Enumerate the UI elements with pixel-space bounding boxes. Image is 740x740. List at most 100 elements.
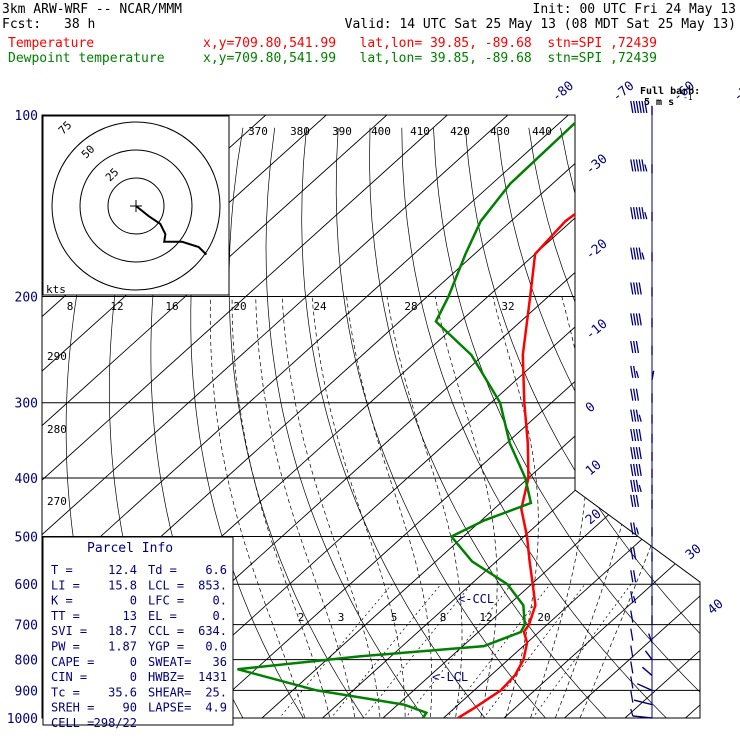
isotherm-line [42,115,509,718]
wind-barb-feather [630,463,634,477]
hodograph-trace [135,205,208,256]
parcel-value: 13 [123,609,137,623]
dry-adiabat-line [528,127,700,718]
mixing-ratio-top-label: 24 [313,300,327,313]
moist-adiabat-line [255,296,358,718]
parcel-value: 0.0 [205,640,227,654]
parcel-value: 35.6 [108,685,137,699]
wind-barb-feather [630,409,634,422]
parcel-label: LCL = [148,578,184,592]
wind-barb-feather [630,661,634,674]
pressure-label-900: 900 [15,684,38,699]
parcel-label: SWEAT= [148,655,191,669]
mixing-ratio-label-12: 12 [479,611,492,624]
wind-barb-feather [635,207,640,220]
wind-barbs: Full barb:5 m s -1 [630,86,700,719]
pressure-label-400: 400 [15,472,38,487]
pressure-label-700: 700 [15,619,38,634]
isotherm-line [564,115,700,718]
parcel-value: 6.6 [205,563,227,577]
mixing-ratio-top-label: 32 [501,300,514,313]
wind-barb-feather [632,313,637,326]
wind-barb-feather [644,212,648,220]
dry-adiabat-line [301,127,496,718]
wind-barb-feather [638,247,642,260]
isotherm-label: 10 [583,458,605,480]
wind-barb-feather [638,159,642,172]
temperature-station-info: x,y=709.80,541.99 lat,lon= 39.85, -89.68… [203,36,657,51]
wind-barb-feather [635,447,640,460]
wind-barb-feather [641,100,645,114]
mixing-ratio-line [268,583,393,718]
dry-adiabat-line [655,127,700,718]
theta-label-420: 420 [450,125,470,138]
parcel-value: 90 [123,701,137,715]
hodograph-ring-75 [51,121,221,291]
wind-barb-feather [635,428,640,442]
parcel-info-box: Parcel Info T = 12.4 Td = 6.6 LI = 15.8 LCL = 85… [42,536,234,730]
parcel-label: LAPSE= [148,701,191,715]
mixing-ratio-label-3: 3 [338,611,345,624]
wind-barb-feather [630,628,634,641]
wind-barb-feather [635,247,640,260]
moist-adiabat-line [311,296,406,718]
parcel-label: Td = [148,563,177,577]
wind-barb-feather [630,522,634,535]
pressure-label-300: 300 [15,397,38,412]
wind-barb-feather [638,414,642,422]
moist-adiabat-line [386,296,463,718]
wind-barb-staff [637,683,653,692]
parcel-label: Tc = [51,685,80,699]
dry-adiabat-line [719,128,740,731]
parcel-value: 1431 [198,670,227,684]
wind-barb-feather [630,247,634,260]
wind-barb-feather [635,409,640,422]
wind-barb-feather [630,340,634,354]
theta-label-370: 370 [248,125,268,138]
parcel-value: 12.4 [108,563,137,577]
parcel-label: CELL = [51,716,94,730]
isotherm-line [322,115,700,718]
mixing-ratio-line [320,583,442,718]
parcel-value: 25. [205,685,227,699]
parcel-label: CCL = [148,624,184,638]
wind-barb-feather [635,159,640,172]
wind-barb-feather [638,207,642,220]
isotherm-line [42,115,448,718]
wind-barb-feather [635,282,640,295]
pressure-label-500: 500 [15,530,38,545]
moist-adiabat-line [346,296,433,718]
isotherm-label: 40 [705,597,727,619]
wind-barb-feather [632,570,637,583]
theta-label-270: 270 [47,495,67,508]
wind-barb-feather [644,164,648,172]
wind-barb-feather [630,676,634,689]
wind-barb-feather [632,282,637,295]
isotherm-label: -20 [583,236,611,263]
wind-barb-feather [638,313,642,326]
moist-adiabat-line [209,296,309,718]
wind-barb-staff [633,699,653,706]
parcel-label: SVI = [51,624,87,638]
wind-barb-feather [632,340,637,354]
wind-barb-feather [632,479,637,493]
wind-barb-feather [630,365,634,379]
wind-barb-feather [641,159,645,172]
mixing-ratio-top-label: 20 [233,300,246,313]
isotherm-line [42,115,388,718]
wind-barb-staff [651,370,655,381]
plot-frame [41,114,701,719]
pressure-label-100: 100 [15,109,38,124]
wind-barb-feather [630,100,634,114]
dewpoint-label: Dewpoint temperature [8,51,165,66]
mixing-ratio-line [436,583,551,718]
theta-label-400: 400 [371,125,391,138]
parcel-label: T = [51,563,73,577]
isotherm-line [382,115,700,718]
parcel-value: 853. [198,578,227,592]
pressure-label-200: 200 [15,291,38,306]
lcl-marker: <-LCL [432,670,468,684]
theta-label-290: 290 [47,350,67,363]
wind-barb-feather [638,484,642,493]
